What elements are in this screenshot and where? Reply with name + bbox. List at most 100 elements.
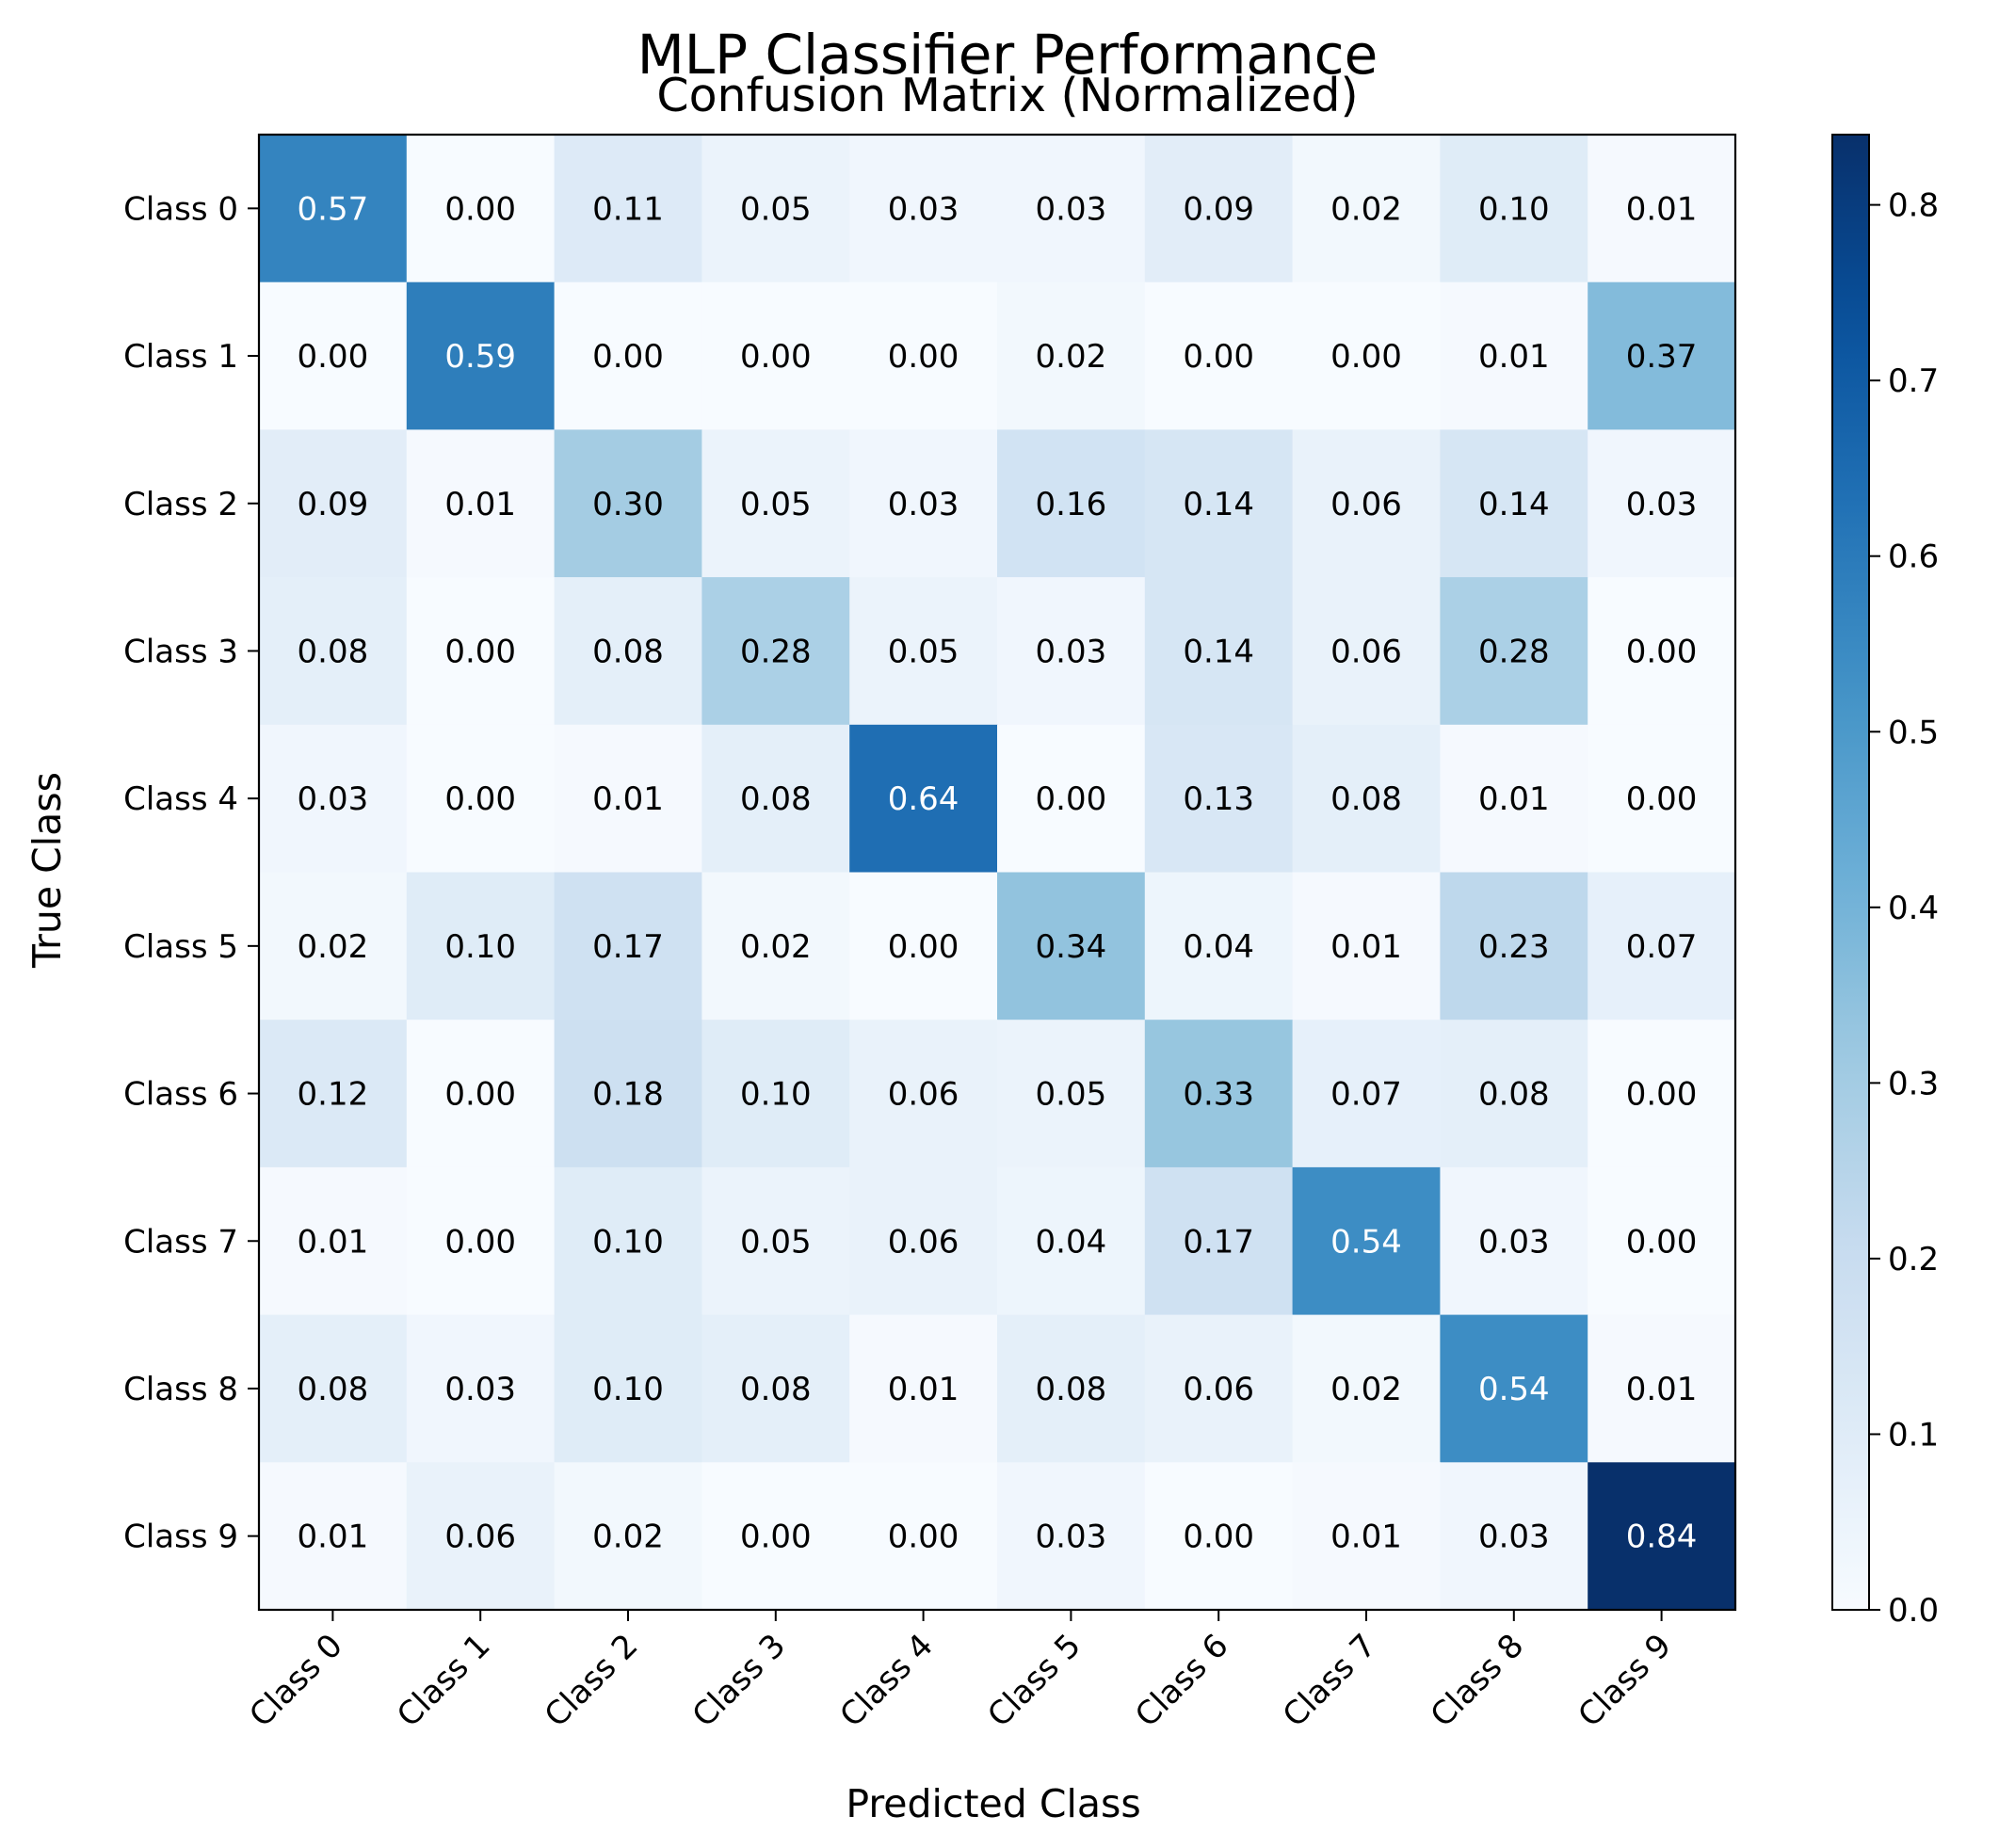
cell-value-label: 0.18 — [592, 1076, 664, 1114]
heatmap-cell — [997, 1020, 1146, 1168]
cell-value-label: 0.00 — [1626, 780, 1698, 818]
cell-value-label: 0.06 — [1330, 633, 1402, 670]
cell-value-label: 0.00 — [888, 338, 959, 376]
heatmap-cell — [259, 281, 408, 430]
cell-value-label: 0.14 — [1183, 633, 1254, 670]
heatmap-cell — [997, 429, 1146, 578]
cell-value-label: 0.10 — [444, 928, 516, 966]
y-axis-label: True Class — [24, 772, 70, 969]
cell-value-label: 0.03 — [298, 780, 369, 818]
cell-value-label: 0.02 — [740, 928, 812, 966]
heatmap-cell — [1292, 724, 1441, 874]
heatmap-cell — [701, 1462, 850, 1611]
heatmap-cell — [1292, 1314, 1441, 1463]
cell-value-label: 0.00 — [888, 1519, 959, 1556]
heatmap-cell — [259, 429, 408, 578]
heatmap-cell — [1588, 1166, 1736, 1316]
cell-value-label: 0.00 — [592, 338, 664, 376]
heatmap-cell — [1588, 281, 1736, 430]
heatmap-cell — [849, 281, 998, 430]
cell-value-label: 0.00 — [1626, 633, 1698, 670]
heatmap-cell — [701, 281, 850, 430]
heatmap-cell — [554, 1166, 702, 1316]
cell-value-label: 0.08 — [740, 780, 812, 818]
x-axis-label: Predicted Class — [846, 1781, 1140, 1826]
cell-value-label: 0.05 — [740, 486, 812, 523]
cell-value-label: 0.17 — [1183, 1223, 1254, 1261]
heatmap-cell — [849, 872, 998, 1020]
cell-value-label: 0.08 — [1478, 1076, 1550, 1114]
heatmap-cell — [849, 1314, 998, 1463]
heatmap-cell — [1144, 1020, 1294, 1168]
cell-value-label: 0.00 — [298, 338, 369, 376]
heatmap-cell — [1440, 577, 1588, 726]
heatmap-cell — [259, 1166, 408, 1316]
heatmap-cell — [849, 429, 998, 578]
cell-value-label: 0.00 — [444, 633, 516, 670]
colorbar: 0.0 0.1 0.2 0.3 0.4 0.5 0.6 0.7 0.8 — [1831, 134, 1939, 1630]
heatmap-cell — [406, 724, 556, 874]
heatmap-cell — [1588, 1020, 1736, 1168]
heatmap-cell — [997, 1166, 1146, 1316]
heatmap-cell — [701, 429, 850, 578]
heatmap-cell — [701, 1314, 850, 1463]
cell-value-label: 0.30 — [592, 486, 664, 523]
heatmap-cell — [406, 1462, 556, 1611]
cell-value-label: 0.00 — [1330, 338, 1402, 376]
cell-value-label: 0.09 — [298, 486, 369, 523]
cell-value-label: 0.57 — [298, 190, 369, 228]
heatmap-cell — [849, 724, 998, 874]
colorbar-tick-label: 0.1 — [1888, 1416, 1939, 1454]
heatmap-grid — [259, 135, 1736, 1611]
heatmap-cell — [1588, 577, 1736, 726]
heatmap-cell — [1588, 429, 1736, 578]
cell-value-label: 0.37 — [1626, 338, 1698, 376]
heatmap-cell — [259, 1462, 408, 1611]
cell-value-label: 0.08 — [1036, 1371, 1107, 1408]
heatmap-cell — [849, 1462, 998, 1611]
heatmap-cell — [1144, 872, 1294, 1020]
cell-value-label: 0.17 — [592, 928, 664, 966]
heatmap-cell — [1144, 281, 1294, 430]
cell-value-label: 0.05 — [1036, 1076, 1107, 1114]
cell-value-label: 0.03 — [1036, 633, 1107, 670]
heatmap-cell — [1588, 135, 1736, 283]
heatmap-cell — [997, 135, 1146, 283]
cell-value-label: 0.28 — [1478, 633, 1550, 670]
heatmap-cell — [406, 1020, 556, 1168]
cell-value-label: 0.64 — [888, 780, 959, 818]
y-tick-label: Class 5 — [123, 928, 238, 966]
cell-value-label: 0.03 — [1036, 190, 1107, 228]
heatmap-cell — [554, 872, 702, 1020]
heatmap-cell — [1588, 1314, 1736, 1463]
cell-value-label: 0.01 — [1478, 780, 1550, 818]
heatmap-cell — [406, 135, 556, 283]
heatmap-cell — [406, 577, 556, 726]
cell-value-label: 0.00 — [1183, 338, 1254, 376]
colorbar-tick-label: 0.5 — [1888, 714, 1939, 751]
cell-value-label: 0.02 — [298, 928, 369, 966]
heatmap-cell — [997, 577, 1146, 726]
heatmap-cell — [259, 1020, 408, 1168]
heatmap-cell — [554, 135, 702, 283]
heatmap-cell — [1292, 1462, 1441, 1611]
colorbar-tick-label: 0.7 — [1888, 362, 1939, 400]
heatmap-cell — [554, 1462, 702, 1611]
cell-value-label: 0.00 — [1626, 1223, 1698, 1261]
cell-value-label: 0.34 — [1036, 928, 1107, 966]
cell-value-label: 0.54 — [1330, 1223, 1402, 1261]
y-tick-label: Class 7 — [123, 1223, 238, 1261]
cell-value-label: 0.10 — [592, 1371, 664, 1408]
heatmap-cell — [1144, 135, 1294, 283]
colorbar-tick-label: 0.6 — [1888, 538, 1939, 576]
cell-value-label: 0.06 — [444, 1519, 516, 1556]
cell-value-label: 0.09 — [1183, 190, 1254, 228]
cell-value-label: 0.33 — [1183, 1076, 1254, 1114]
colorbar-tick-label: 0.4 — [1888, 890, 1939, 927]
colorbar-tick-label: 0.0 — [1888, 1592, 1939, 1630]
cell-value-label: 0.16 — [1036, 486, 1107, 523]
heatmap-cell — [1144, 1166, 1294, 1316]
cell-value-label: 0.01 — [592, 780, 664, 818]
colorbar-scale — [1831, 134, 1870, 1611]
heatmap-cell — [406, 1314, 556, 1463]
